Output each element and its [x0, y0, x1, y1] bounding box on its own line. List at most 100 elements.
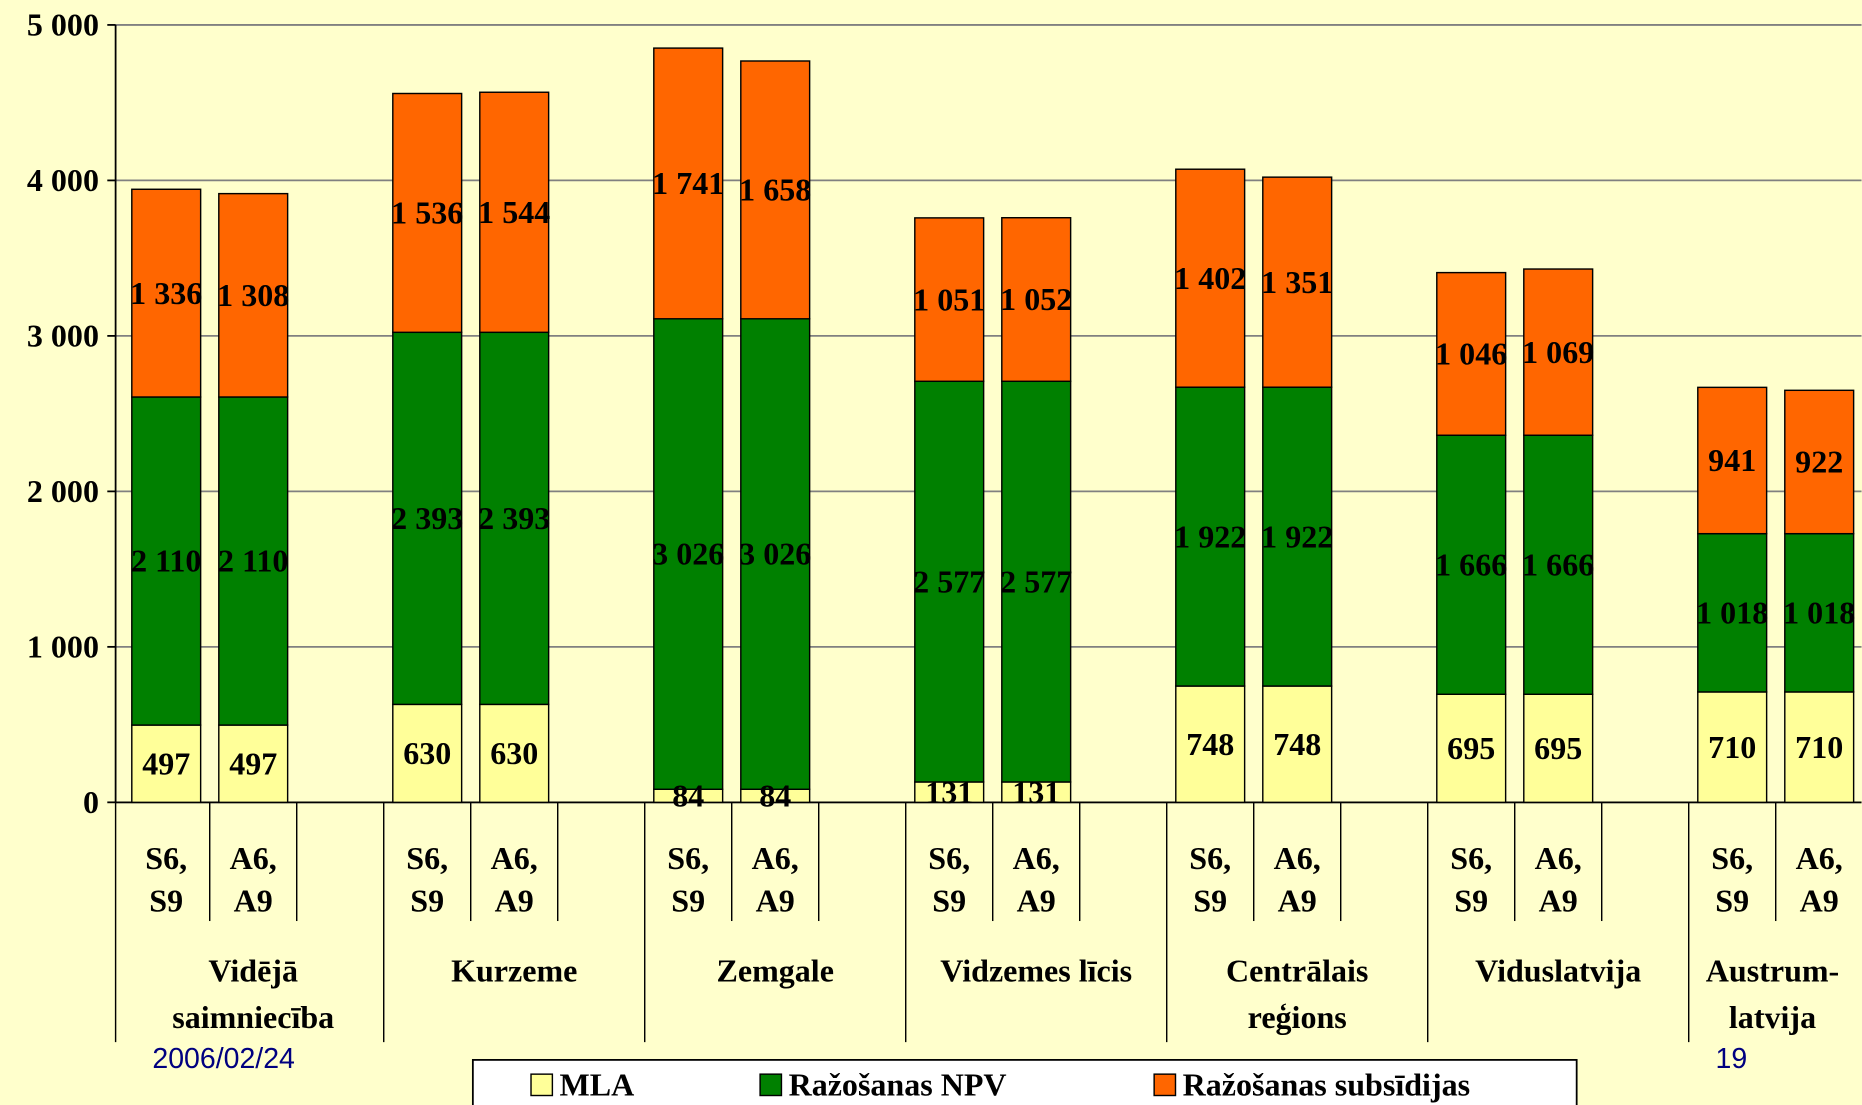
x-tick-label: A6, A9 [230, 840, 277, 919]
x-tick-label: A6, A9 [491, 840, 538, 919]
data-label: 1 051 [913, 281, 985, 317]
y-tick-label: 5 000 [27, 7, 99, 43]
legend-swatch [759, 1073, 783, 1097]
legend-swatch [1153, 1073, 1177, 1097]
data-label: 922 [1795, 444, 1843, 480]
y-tick-label: 0 [83, 784, 99, 820]
bar-segment [914, 380, 985, 783]
x-tick-label: A6, A9 [1013, 840, 1060, 919]
bar-segment [1262, 386, 1333, 687]
y-tick-label: 3 000 [27, 318, 99, 354]
legend-label: Ražošanas NPV [789, 1067, 1007, 1103]
data-label: 941 [1708, 442, 1756, 478]
bar-segment [1262, 176, 1333, 388]
data-label: 1 351 [1261, 264, 1333, 300]
bar-segment [131, 396, 202, 726]
bar-segment [1175, 386, 1246, 687]
data-label: 1 069 [1522, 334, 1594, 370]
data-label: 710 [1708, 729, 1756, 765]
group-label: Kurzeme [451, 953, 577, 989]
data-label: 497 [142, 745, 190, 781]
legend-swatch [530, 1073, 554, 1097]
x-tick-label: S6, S9 [145, 840, 187, 919]
legend-label: Ražošanas subsīdijas [1183, 1067, 1470, 1103]
data-label: 131 [1012, 774, 1060, 810]
footer-page: 19 [1716, 1043, 1748, 1075]
data-label: 1 544 [478, 194, 550, 230]
bar-segment [479, 703, 550, 804]
y-tick-label: 1 000 [27, 629, 99, 665]
data-label: 1 018 [1696, 594, 1768, 630]
x-tick-label: S6, S9 [667, 840, 709, 919]
bar-segment [1697, 386, 1768, 535]
bar-segment [740, 60, 811, 320]
data-label: 748 [1273, 726, 1321, 762]
data-label: 1 922 [1261, 518, 1333, 554]
bar-segment [1523, 434, 1594, 695]
bar-segment [653, 47, 724, 320]
data-label: 630 [490, 735, 538, 771]
data-label: 1 536 [391, 195, 463, 231]
bar-segment [653, 318, 724, 790]
data-label: 630 [403, 735, 451, 771]
bar-segment [1523, 268, 1594, 436]
x-tick-label: A6, A9 [1796, 840, 1843, 919]
group-label: Centrālais reģions [1226, 953, 1368, 1035]
bar-segment [740, 318, 811, 790]
bar-segment [1697, 691, 1768, 804]
data-label: 84 [672, 777, 704, 813]
data-label: 1 922 [1174, 518, 1246, 554]
data-label: 748 [1186, 726, 1234, 762]
x-tick-label: S6, S9 [1711, 840, 1753, 919]
bar-segment [479, 91, 550, 334]
data-label: 695 [1447, 730, 1495, 766]
x-tick-label: A6, A9 [752, 840, 799, 919]
data-label: 1 336 [130, 275, 202, 311]
bar-segment [1436, 434, 1507, 695]
y-tick-label: 4 000 [27, 162, 99, 198]
data-label: 2 393 [478, 500, 550, 536]
group-label: Zemgale [717, 953, 834, 989]
bar-segment [1001, 217, 1072, 383]
group-label: Vidējā saimniecība [172, 953, 334, 1035]
bar-segment [1436, 271, 1507, 436]
data-label: 497 [229, 745, 277, 781]
data-label: 2 110 [131, 543, 201, 579]
bar-segment [1175, 168, 1246, 388]
bar-segment [479, 331, 550, 706]
bar-segment [1262, 685, 1333, 804]
data-label: 84 [759, 777, 791, 813]
group-label: Austrum-latvija [1706, 953, 1839, 1035]
data-label: 1 052 [1000, 281, 1072, 317]
y-tick-label: 2 000 [27, 473, 99, 509]
data-label: 131 [925, 774, 973, 810]
bar-segment [218, 724, 289, 804]
data-label: 1 658 [739, 172, 811, 208]
x-tick-label: S6, S9 [1189, 840, 1231, 919]
x-tick-label: S6, S9 [1450, 840, 1492, 919]
data-label: 1 046 [1435, 336, 1507, 372]
legend-box [471, 1059, 1578, 1105]
data-label: 2 577 [1000, 563, 1072, 599]
bar-segment [218, 192, 289, 398]
data-label: 1 741 [652, 165, 724, 201]
data-label: 1 018 [1783, 594, 1855, 630]
data-label: 710 [1795, 729, 1843, 765]
data-label: 2 577 [913, 563, 985, 599]
data-label: 2 110 [218, 543, 288, 579]
bar-segment [131, 188, 202, 398]
bar-segment [1784, 389, 1855, 535]
bar-segment [1697, 532, 1768, 693]
bar-segment [1175, 685, 1246, 804]
data-label: 3 026 [652, 536, 724, 572]
x-tick-label: A6, A9 [1274, 840, 1321, 919]
data-label: 695 [1534, 730, 1582, 766]
data-label: 1 666 [1522, 546, 1594, 582]
footer-date: 2006/02/24 [152, 1043, 294, 1075]
data-label: 3 026 [739, 536, 811, 572]
bar-segment [1784, 532, 1855, 693]
x-tick-label: S6, S9 [406, 840, 448, 919]
data-label: 1 402 [1174, 260, 1246, 296]
bar-segment [914, 217, 985, 383]
